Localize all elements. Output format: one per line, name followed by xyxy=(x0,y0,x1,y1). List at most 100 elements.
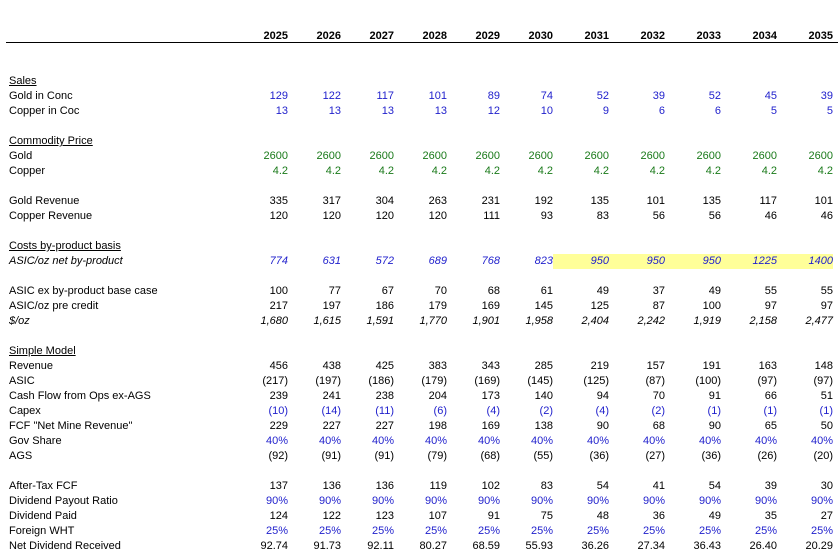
cell-after-tax-fcf-2031[interactable]: 54 xyxy=(596,480,609,492)
cell-asic-oz-pre-credit-2025[interactable]: 217 xyxy=(269,300,288,312)
cell-after-tax-fcf-2035[interactable]: 30 xyxy=(820,480,833,492)
cell-oz-2030[interactable]: 1,958 xyxy=(525,315,553,327)
cell-gold-2025[interactable]: 2600 xyxy=(263,150,288,162)
cell-asic-2028[interactable]: (179) xyxy=(421,375,447,387)
cell-cash-flow-from-ops-ex-ags-2032[interactable]: 70 xyxy=(652,390,665,402)
cell-copper-revenue-2027[interactable]: 120 xyxy=(375,210,394,222)
cell-copper-2032[interactable]: 4.2 xyxy=(649,165,665,177)
cell-oz-2028[interactable]: 1,770 xyxy=(419,315,447,327)
cell-gov-share-2028[interactable]: 40% xyxy=(424,435,447,447)
cell-asic-2027[interactable]: (186) xyxy=(368,375,394,387)
cell-cash-flow-from-ops-ex-ags-2026[interactable]: 241 xyxy=(322,390,341,402)
cell-copper-2025[interactable]: 4.2 xyxy=(272,165,288,177)
cell-foreign-wht-2033[interactable]: 25% xyxy=(698,525,721,537)
cell-net-dividend-received-2035[interactable]: 20.29 xyxy=(805,540,833,552)
cell-gold-in-conc-2032[interactable]: 39 xyxy=(652,90,665,102)
cell-net-dividend-received-2028[interactable]: 80.27 xyxy=(419,540,447,552)
cell-oz-2033[interactable]: 1,919 xyxy=(693,315,721,327)
cell-copper-in-coc-2026[interactable]: 13 xyxy=(328,105,341,117)
cell-fcf-net-mine-revenue-2030[interactable]: 138 xyxy=(534,420,553,432)
cell-capex-2026[interactable]: (14) xyxy=(321,405,341,417)
cell-gold-in-conc-2033[interactable]: 52 xyxy=(708,90,721,102)
cell-copper-2031[interactable]: 4.2 xyxy=(593,165,609,177)
cell-after-tax-fcf-2027[interactable]: 136 xyxy=(375,480,394,492)
cell-gold-in-conc-2027[interactable]: 117 xyxy=(376,90,394,102)
cell-fcf-net-mine-revenue-2031[interactable]: 90 xyxy=(596,420,609,432)
cell-fcf-net-mine-revenue-2029[interactable]: 169 xyxy=(481,420,500,432)
cell-gold-2032[interactable]: 2600 xyxy=(640,150,665,162)
cell-asic-oz-net-by-product-2031[interactable]: 950 xyxy=(553,254,609,269)
cell-asic-oz-pre-credit-2032[interactable]: 87 xyxy=(652,300,665,312)
cell-revenue-2026[interactable]: 438 xyxy=(322,360,341,372)
cell-after-tax-fcf-2034[interactable]: 39 xyxy=(764,480,777,492)
year-header-2028[interactable]: 2028 xyxy=(422,30,447,42)
cell-copper-in-coc-2029[interactable]: 12 xyxy=(487,105,500,117)
cell-gold-2034[interactable]: 2600 xyxy=(752,150,777,162)
cell-oz-2032[interactable]: 2,242 xyxy=(637,315,665,327)
year-header-2026[interactable]: 2026 xyxy=(316,30,341,42)
cell-asic-ex-by-product-base-case-2026[interactable]: 77 xyxy=(328,285,341,297)
cell-gold-revenue-2032[interactable]: 101 xyxy=(646,195,665,207)
cell-gold-revenue-2028[interactable]: 263 xyxy=(428,195,447,207)
cell-fcf-net-mine-revenue-2034[interactable]: 65 xyxy=(764,420,777,432)
cell-foreign-wht-2030[interactable]: 25% xyxy=(530,525,553,537)
cell-asic-oz-pre-credit-2033[interactable]: 100 xyxy=(702,300,721,312)
cell-asic-oz-pre-credit-2029[interactable]: 169 xyxy=(481,300,500,312)
cell-net-dividend-received-2026[interactable]: 91.73 xyxy=(313,540,341,552)
cell-fcf-net-mine-revenue-2027[interactable]: 227 xyxy=(375,420,394,432)
cell-copper-in-coc-2031[interactable]: 9 xyxy=(602,105,609,117)
cell-dividend-payout-ratio-2027[interactable]: 90% xyxy=(371,495,394,507)
cell-capex-2032[interactable]: (2) xyxy=(651,405,665,417)
cell-asic-oz-pre-credit-2027[interactable]: 186 xyxy=(375,300,394,312)
cell-gold-in-conc-2029[interactable]: 89 xyxy=(487,90,500,102)
cell-asic-ex-by-product-base-case-2033[interactable]: 49 xyxy=(708,285,721,297)
cell-copper-in-coc-2032[interactable]: 6 xyxy=(658,105,665,117)
cell-gold-revenue-2026[interactable]: 317 xyxy=(322,195,341,207)
cell-dividend-payout-ratio-2028[interactable]: 90% xyxy=(424,495,447,507)
cell-ags-2031[interactable]: (36) xyxy=(589,450,609,462)
cell-copper-in-coc-2030[interactable]: 10 xyxy=(540,105,553,117)
cell-asic-ex-by-product-base-case-2029[interactable]: 68 xyxy=(487,285,500,297)
cell-after-tax-fcf-2033[interactable]: 54 xyxy=(708,480,721,492)
cell-asic-oz-pre-credit-2026[interactable]: 197 xyxy=(322,300,341,312)
year-header-2032[interactable]: 2032 xyxy=(640,30,665,42)
cell-cash-flow-from-ops-ex-ags-2035[interactable]: 51 xyxy=(820,390,833,402)
cell-asic-oz-pre-credit-2030[interactable]: 145 xyxy=(534,300,553,312)
cell-revenue-2035[interactable]: 148 xyxy=(814,360,833,372)
cell-gold-in-conc-2028[interactable]: 101 xyxy=(428,90,447,102)
cell-dividend-paid-2030[interactable]: 75 xyxy=(540,510,553,522)
cell-net-dividend-received-2032[interactable]: 27.34 xyxy=(637,540,665,552)
cell-gold-revenue-2027[interactable]: 304 xyxy=(375,195,394,207)
cell-gold-revenue-2029[interactable]: 231 xyxy=(481,195,500,207)
cell-asic-2035[interactable]: (97) xyxy=(813,375,833,387)
cell-capex-2027[interactable]: (11) xyxy=(375,405,394,417)
cell-ags-2034[interactable]: (26) xyxy=(757,450,777,462)
cell-gov-share-2025[interactable]: 40% xyxy=(265,435,288,447)
cell-asic-oz-net-by-product-2034[interactable]: 1225 xyxy=(721,254,777,269)
cell-fcf-net-mine-revenue-2026[interactable]: 227 xyxy=(322,420,341,432)
cell-copper-revenue-2025[interactable]: 120 xyxy=(269,210,288,222)
cell-revenue-2032[interactable]: 157 xyxy=(646,360,665,372)
cell-dividend-payout-ratio-2035[interactable]: 90% xyxy=(810,495,833,507)
cell-revenue-2029[interactable]: 343 xyxy=(481,360,500,372)
cell-copper-2030[interactable]: 4.2 xyxy=(537,165,553,177)
cell-asic-2032[interactable]: (87) xyxy=(645,375,665,387)
cell-asic-ex-by-product-base-case-2035[interactable]: 55 xyxy=(820,285,833,297)
year-header-2034[interactable]: 2034 xyxy=(752,30,777,42)
cell-net-dividend-received-2034[interactable]: 26.40 xyxy=(749,540,777,552)
cell-cash-flow-from-ops-ex-ags-2034[interactable]: 66 xyxy=(764,390,777,402)
cell-cash-flow-from-ops-ex-ags-2029[interactable]: 173 xyxy=(481,390,500,402)
cell-copper-2034[interactable]: 4.2 xyxy=(761,165,777,177)
cell-gold-in-conc-2035[interactable]: 39 xyxy=(820,90,833,102)
cell-asic-oz-pre-credit-2031[interactable]: 125 xyxy=(590,300,609,312)
cell-asic-ex-by-product-base-case-2034[interactable]: 55 xyxy=(764,285,777,297)
cell-copper-2027[interactable]: 4.2 xyxy=(378,165,394,177)
year-header-2025[interactable]: 2025 xyxy=(263,30,288,42)
cell-asic-2029[interactable]: (169) xyxy=(474,375,500,387)
cell-cash-flow-from-ops-ex-ags-2031[interactable]: 94 xyxy=(596,390,609,402)
cell-fcf-net-mine-revenue-2032[interactable]: 68 xyxy=(652,420,665,432)
cell-fcf-net-mine-revenue-2028[interactable]: 198 xyxy=(428,420,447,432)
cell-foreign-wht-2032[interactable]: 25% xyxy=(642,525,665,537)
cell-copper-revenue-2034[interactable]: 46 xyxy=(764,210,777,222)
cell-revenue-2034[interactable]: 163 xyxy=(758,360,777,372)
